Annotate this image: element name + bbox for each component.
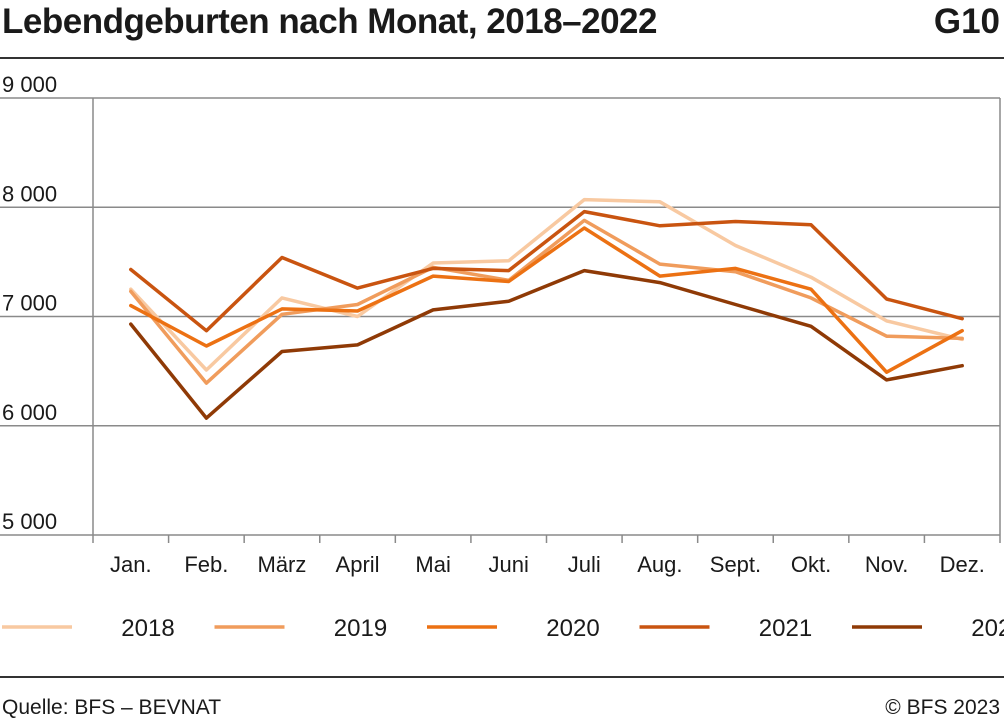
y-tick-label: 5 000 <box>2 509 57 534</box>
x-tick-label: April <box>336 552 380 577</box>
x-tick-label: Okt. <box>791 552 831 577</box>
x-tick-label: Dez. <box>940 552 985 577</box>
legend-label-2018: 2018 <box>121 615 174 642</box>
footer-divider <box>0 676 1004 678</box>
y-tick-label: 9 000 <box>2 72 57 97</box>
x-tick-label: Feb. <box>184 552 228 577</box>
legend-label-2020: 2020 <box>546 615 599 642</box>
series-line-2019 <box>129 218 964 385</box>
x-tick-label: Nov. <box>865 552 909 577</box>
source-note: Quelle: BFS – BEVNAT <box>2 696 222 719</box>
line-chart: 5 000 6 000 7 000 8 000 9 000 Jan. Feb. März Apr… <box>0 72 1004 642</box>
series-line-2020 <box>129 226 964 374</box>
x-tick-label: März <box>258 552 307 577</box>
header-divider <box>0 57 1004 59</box>
legend-label-2022: 2022 <box>971 615 1004 642</box>
x-tick-label: Sept. <box>710 552 761 577</box>
legend-label-2019: 2019 <box>334 615 387 642</box>
x-tick-label: Juni <box>489 552 529 577</box>
y-tick-label: 6 000 <box>2 400 57 425</box>
series-line-2018 <box>129 197 964 372</box>
chart-title: Lebendgeburten nach Monat, 2018–2022 <box>2 2 657 41</box>
series-line-2021 <box>129 209 964 333</box>
chart-id: G10 <box>933 2 1000 41</box>
legend-label-2021: 2021 <box>759 615 812 642</box>
x-tick-label: Juli <box>568 552 601 577</box>
x-tick-label: Jan. <box>110 552 152 577</box>
chart-header: Lebendgeburten nach Monat, 2018–2022 G10 <box>0 0 1004 58</box>
x-tick-label: Mai <box>415 552 450 577</box>
copyright-note: © BFS 2023 <box>885 696 1000 719</box>
y-tick-label: 8 000 <box>2 181 57 206</box>
x-tick-label: Aug. <box>637 552 682 577</box>
series-line-2022 <box>129 268 964 420</box>
y-tick-label: 7 000 <box>2 291 57 316</box>
